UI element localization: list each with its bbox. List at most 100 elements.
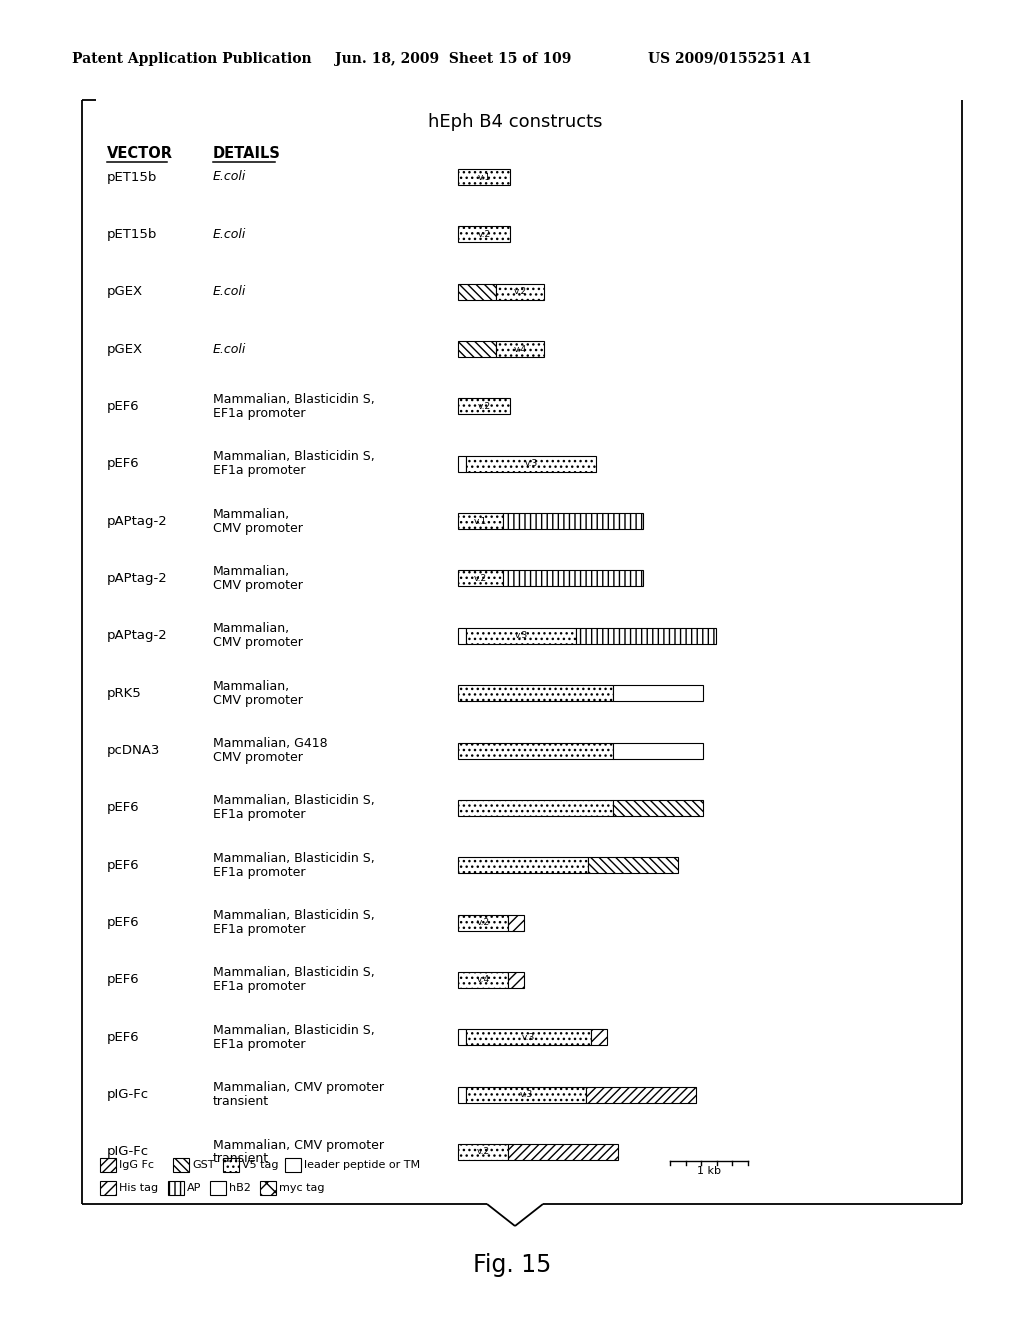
Text: GST: GST [193, 1160, 214, 1170]
Text: v.3: v.3 [522, 1032, 536, 1041]
Bar [458, 169, 510, 185]
Text: v.2: v.2 [477, 401, 490, 411]
Text: pAPtag-2: pAPtag-2 [106, 630, 168, 643]
Bar [458, 341, 496, 356]
Bar [613, 685, 703, 701]
Bar [458, 685, 613, 701]
Text: pET15b: pET15b [106, 170, 158, 183]
Text: IgG Fc: IgG Fc [119, 1160, 154, 1170]
Text: EF1a promoter: EF1a promoter [213, 923, 305, 936]
Bar [496, 284, 544, 300]
Text: 1 kb: 1 kb [697, 1166, 721, 1176]
Text: CMV promoter: CMV promoter [213, 521, 303, 535]
Bar [466, 628, 575, 644]
Bar [458, 226, 510, 243]
Text: myc tag: myc tag [279, 1183, 325, 1193]
Text: AP: AP [187, 1183, 202, 1193]
Bar [613, 800, 703, 816]
Text: CMV promoter: CMV promoter [213, 694, 303, 706]
Text: v.3: v.3 [514, 631, 527, 640]
Text: VECTOR: VECTOR [106, 147, 173, 161]
Text: transient: transient [213, 1152, 269, 1166]
Bar [466, 455, 596, 471]
Text: EF1a promoter: EF1a promoter [213, 407, 305, 420]
Text: pRK5: pRK5 [106, 686, 141, 700]
Text: Mammalian, CMV promoter: Mammalian, CMV promoter [213, 1138, 384, 1151]
Text: E.coli: E.coli [213, 285, 247, 298]
Text: EF1a promoter: EF1a promoter [213, 1038, 305, 1051]
Bar [508, 972, 524, 987]
Text: pcDNA3: pcDNA3 [106, 744, 161, 758]
Bar [285, 1158, 301, 1172]
Text: CMV promoter: CMV promoter [213, 636, 303, 649]
Bar [458, 1144, 508, 1160]
Bar [458, 1030, 466, 1045]
Text: pEF6: pEF6 [106, 457, 139, 470]
Bar [466, 1030, 591, 1045]
Text: Mammalian, G418: Mammalian, G418 [213, 737, 328, 750]
Text: E.coli: E.coli [213, 228, 247, 240]
Text: pEF6: pEF6 [106, 801, 139, 814]
Text: hB2: hB2 [229, 1183, 251, 1193]
Text: DETAILS: DETAILS [213, 147, 281, 161]
Text: pIG-Fc: pIG-Fc [106, 1088, 150, 1101]
Bar [613, 743, 703, 759]
Bar [458, 1086, 466, 1102]
Bar [458, 284, 496, 300]
Text: pET15b: pET15b [106, 228, 158, 240]
Text: Patent Application Publication: Patent Application Publication [72, 51, 311, 66]
Text: E.coli: E.coli [213, 170, 247, 183]
Text: Mammalian,: Mammalian, [213, 565, 290, 578]
Text: pEF6: pEF6 [106, 859, 139, 871]
Text: Mammalian, Blasticidin S,: Mammalian, Blasticidin S, [213, 966, 375, 979]
Bar [173, 1158, 189, 1172]
Text: Mammalian, Blasticidin S,: Mammalian, Blasticidin S, [213, 450, 375, 463]
Bar [458, 800, 613, 816]
Text: v.2: v.2 [476, 1147, 489, 1156]
Text: pIG-Fc: pIG-Fc [106, 1146, 150, 1159]
Bar [100, 1158, 116, 1172]
Bar [586, 1086, 696, 1102]
Text: Mammalian,: Mammalian, [213, 508, 290, 520]
Bar [458, 399, 510, 414]
Bar [508, 1144, 618, 1160]
Text: hEph B4 constructs: hEph B4 constructs [428, 114, 602, 131]
Text: Jun. 18, 2009  Sheet 15 of 109: Jun. 18, 2009 Sheet 15 of 109 [335, 51, 571, 66]
Bar [458, 743, 613, 759]
Bar [466, 1086, 586, 1102]
Text: v.2: v.2 [476, 919, 489, 927]
Bar [588, 857, 678, 874]
Text: pEF6: pEF6 [106, 1031, 139, 1044]
Text: US 2009/0155251 A1: US 2009/0155251 A1 [648, 51, 812, 66]
Text: Mammalian, Blasticidin S,: Mammalian, Blasticidin S, [213, 393, 375, 407]
Text: pEF6: pEF6 [106, 916, 139, 929]
Bar [591, 1030, 607, 1045]
Text: v.1: v.1 [474, 516, 487, 525]
Text: v.4: v.4 [476, 975, 489, 985]
Bar [210, 1181, 226, 1195]
Text: pAPtag-2: pAPtag-2 [106, 572, 168, 585]
Text: CMV promoter: CMV promoter [213, 579, 303, 591]
Bar [575, 628, 716, 644]
Text: Fig. 15: Fig. 15 [473, 1253, 551, 1276]
Text: pGEX: pGEX [106, 343, 143, 355]
Text: v.4: v.4 [513, 345, 526, 354]
Text: Mammalian, CMV promoter: Mammalian, CMV promoter [213, 1081, 384, 1094]
Text: pEF6: pEF6 [106, 973, 139, 986]
Text: Mammalian, Blasticidin S,: Mammalian, Blasticidin S, [213, 1024, 375, 1036]
Text: pGEX: pGEX [106, 285, 143, 298]
Text: EF1a promoter: EF1a promoter [213, 465, 305, 478]
Bar [496, 341, 544, 356]
Text: v.1: v.1 [477, 173, 490, 181]
Text: EF1a promoter: EF1a promoter [213, 866, 305, 879]
Bar [223, 1158, 239, 1172]
Text: Mammalian,: Mammalian, [213, 680, 290, 693]
Text: v.3: v.3 [524, 459, 538, 469]
Text: EF1a promoter: EF1a promoter [213, 808, 305, 821]
Text: His tag: His tag [119, 1183, 158, 1193]
Text: v.2: v.2 [474, 574, 487, 583]
Text: v.2: v.2 [477, 230, 490, 239]
Text: transient: transient [213, 1096, 269, 1109]
Bar [508, 915, 524, 931]
Text: pEF6: pEF6 [106, 400, 139, 413]
